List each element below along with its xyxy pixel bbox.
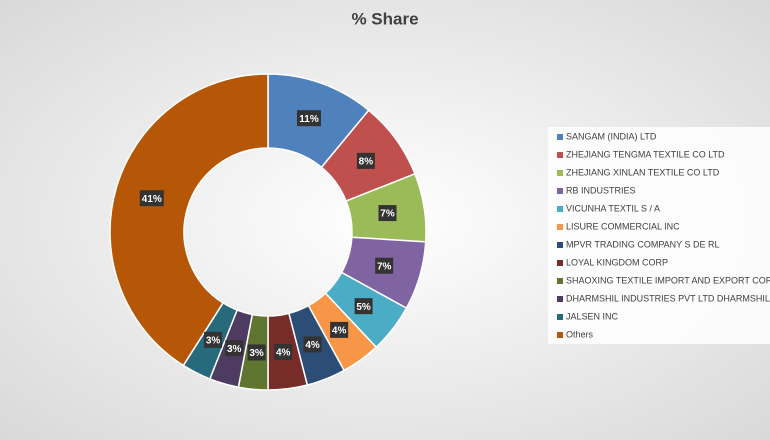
legend-swatch <box>557 242 563 248</box>
data-label: 3% <box>249 348 264 359</box>
legend-label: RB INDUSTRIES <box>566 185 636 195</box>
legend-swatch <box>557 296 563 302</box>
data-label: 3% <box>206 335 221 346</box>
legend-swatch <box>557 152 563 158</box>
legend-swatch <box>557 134 563 140</box>
data-label: 5% <box>356 302 371 313</box>
label-bg <box>356 152 375 169</box>
legend-swatch <box>557 188 563 194</box>
legend-swatch <box>557 278 563 284</box>
data-label: 3% <box>227 344 242 355</box>
legend-label: SHAOXING TEXTILE IMPORT AND EXPORT CORP <box>566 275 770 285</box>
legend-swatch <box>557 224 563 230</box>
data-label: 7% <box>380 209 395 220</box>
legend-label: LISURE COMMERCIAL INC <box>566 221 680 231</box>
label-bg <box>330 321 349 338</box>
label-bg <box>303 336 322 353</box>
legend-label: LOYAL KINGDOM CORP <box>566 257 668 267</box>
legend-swatch <box>557 170 563 176</box>
legend-swatch <box>557 314 563 320</box>
legend-label: JALSEN INC <box>566 311 619 321</box>
legend-swatch <box>557 260 563 266</box>
label-bg <box>204 331 223 348</box>
legend-label: MPVR TRADING COMPANY S DE RL <box>566 239 720 249</box>
chart-title: % Share <box>351 9 418 28</box>
label-bg <box>225 340 244 357</box>
legend-label: VICUNHA TEXTIL S / A <box>566 203 660 213</box>
legend-swatch <box>557 206 563 212</box>
legend-label: Others <box>566 329 594 339</box>
donut-slice <box>109 73 269 367</box>
legend-swatch <box>557 332 563 338</box>
legend-label: ZHEJIANG TENGMA TEXTILE CO LTD <box>566 149 725 159</box>
label-bg <box>354 298 373 315</box>
data-label: 4% <box>305 340 320 351</box>
label-bg <box>247 344 266 361</box>
data-label: 4% <box>332 326 347 337</box>
legend-label: DHARMSHIL INDUSTRIES PVT LTD DHARMSHIL H… <box>566 293 770 303</box>
data-label: 7% <box>377 261 392 272</box>
legend-label: ZHEJIANG XINLAN TEXTILE CO LTD <box>566 167 720 177</box>
label-bg <box>139 190 164 207</box>
label-bg <box>296 110 321 127</box>
label-bg <box>378 205 397 222</box>
data-label: 8% <box>359 157 374 168</box>
data-label: 4% <box>276 348 291 359</box>
data-label: 41% <box>142 194 162 205</box>
legend-label: SANGAM (INDIA) LTD <box>566 131 657 141</box>
data-label: 11% <box>299 114 319 125</box>
legend-box <box>548 127 770 344</box>
label-bg <box>274 344 293 361</box>
label-bg <box>375 257 394 274</box>
